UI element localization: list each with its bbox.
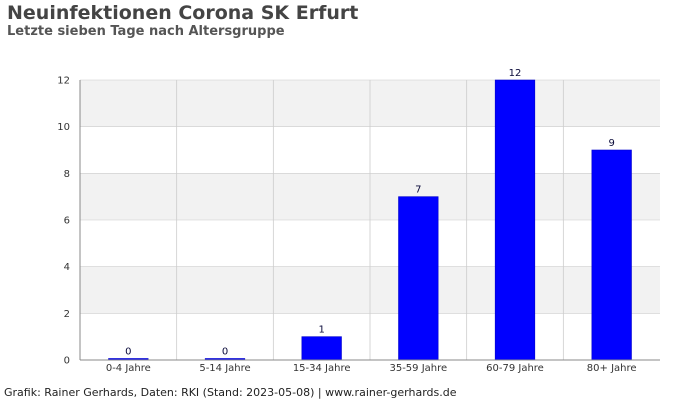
x-tick-label: 80+ Jahre — [587, 363, 637, 374]
y-tick-label: 4 — [64, 262, 70, 273]
bar — [591, 149, 632, 361]
source-credit: Grafik: Rainer Gerhards, Daten: RKI (Sta… — [4, 386, 457, 399]
labels: 0 2 4 6 8 10 12 0 0-4 Jahre 0 5-14 Jahre 1 15-34 Jah… — [57, 68, 636, 374]
data-label: 7 — [415, 185, 421, 196]
data-label: 0 — [125, 347, 131, 358]
bars — [108, 79, 632, 361]
data-label: 0 — [222, 347, 228, 358]
chart-title: Neuinfektionen Corona SK Erfurt — [7, 2, 359, 24]
bar — [494, 79, 536, 361]
y-tick-label: 10 — [57, 122, 70, 133]
bar — [301, 336, 342, 361]
x-tick-label: 15-34 Jahre — [293, 363, 351, 374]
x-tick-label: 0-4 Jahre — [106, 363, 151, 374]
y-tick-label: 6 — [64, 216, 70, 227]
y-tick-label: 8 — [64, 169, 70, 180]
data-label: 9 — [608, 138, 614, 149]
chart-subtitle: Letzte sieben Tage nach Altersgruppe — [7, 24, 285, 39]
x-tick-label: 35-59 Jahre — [389, 363, 447, 374]
bar — [398, 196, 439, 361]
y-tick-label: 12 — [57, 76, 70, 87]
y-tick-label: 2 — [64, 309, 70, 320]
y-tick-label: 0 — [64, 356, 70, 367]
data-label: 12 — [509, 68, 522, 79]
x-tick-label: 60-79 Jahre — [486, 363, 544, 374]
axes — [79, 80, 660, 361]
data-label: 1 — [318, 325, 324, 336]
x-tick-label: 5-14 Jahre — [199, 363, 250, 374]
